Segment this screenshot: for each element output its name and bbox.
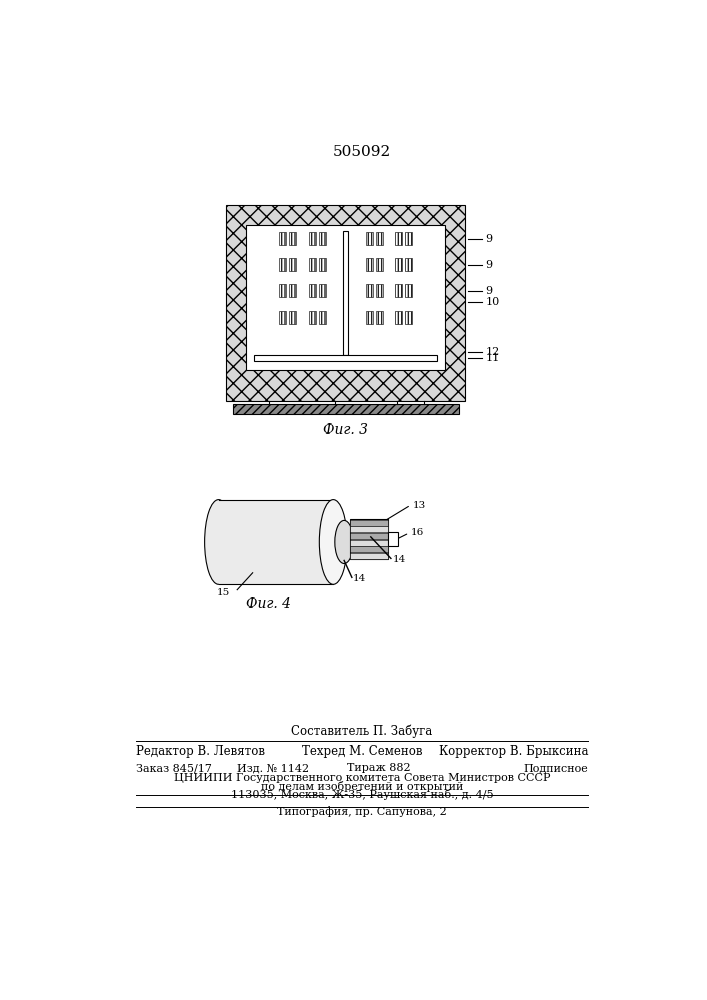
Bar bbox=[366, 232, 373, 245]
Text: Составитель П. Забуга: Составитель П. Забуга bbox=[291, 725, 433, 738]
Text: 16: 16 bbox=[411, 528, 424, 537]
Bar bbox=[351, 540, 387, 546]
Bar bbox=[289, 284, 296, 297]
Bar bbox=[289, 311, 296, 324]
Bar bbox=[376, 232, 382, 245]
Text: 14: 14 bbox=[353, 574, 366, 583]
Bar bbox=[405, 311, 412, 324]
Text: Корректор В. Брыксина: Корректор В. Брыксина bbox=[439, 745, 588, 758]
Bar bbox=[247, 225, 445, 370]
Bar bbox=[376, 258, 382, 271]
Text: по делам изобретений и открытий: по делам изобретений и открытий bbox=[261, 781, 463, 792]
Bar bbox=[351, 553, 387, 559]
Ellipse shape bbox=[320, 500, 347, 584]
Bar bbox=[376, 284, 382, 297]
Text: 12: 12 bbox=[485, 347, 499, 357]
Bar bbox=[308, 284, 315, 297]
Bar bbox=[289, 258, 296, 271]
Text: Техред М. Семенов: Техред М. Семенов bbox=[302, 745, 422, 758]
Text: Редактор В. Левятов: Редактор В. Левятов bbox=[136, 745, 265, 758]
Bar bbox=[319, 258, 326, 271]
Text: 9: 9 bbox=[485, 260, 492, 270]
Bar bbox=[366, 284, 373, 297]
Bar bbox=[366, 311, 373, 324]
Text: 11: 11 bbox=[485, 353, 499, 363]
Bar bbox=[319, 232, 326, 245]
Bar bbox=[343, 231, 349, 355]
Bar bbox=[308, 258, 315, 271]
Bar bbox=[289, 232, 296, 245]
Text: 14: 14 bbox=[392, 555, 406, 564]
Bar bbox=[279, 258, 286, 271]
Bar bbox=[351, 526, 387, 532]
Bar bbox=[395, 311, 402, 324]
Bar bbox=[351, 546, 387, 552]
Text: 13: 13 bbox=[412, 500, 426, 510]
Ellipse shape bbox=[204, 500, 233, 584]
Bar bbox=[255, 355, 437, 361]
Text: Заказ 845/17: Заказ 845/17 bbox=[136, 763, 212, 773]
Bar bbox=[319, 284, 326, 297]
Bar bbox=[233, 404, 459, 414]
Bar bbox=[366, 258, 373, 271]
Bar bbox=[226, 205, 465, 401]
Text: ЦНИИПИ Государственного комитета Совета Министров СССР: ЦНИИПИ Государственного комитета Совета … bbox=[174, 773, 550, 783]
Text: Фиг. 3: Фиг. 3 bbox=[323, 423, 368, 437]
Text: Тираж 882: Тираж 882 bbox=[347, 763, 411, 773]
Bar bbox=[387, 532, 398, 546]
Text: 9: 9 bbox=[485, 286, 492, 296]
Bar bbox=[395, 258, 402, 271]
Text: Типография, пр. Сапунова, 2: Типография, пр. Сапунова, 2 bbox=[277, 806, 447, 817]
Text: 505092: 505092 bbox=[333, 145, 391, 159]
Text: Изд. № 1142: Изд. № 1142 bbox=[237, 763, 309, 773]
Bar bbox=[279, 284, 286, 297]
Bar bbox=[376, 311, 382, 324]
Bar bbox=[395, 284, 402, 297]
Text: Подписное: Подписное bbox=[523, 763, 588, 773]
Text: 15: 15 bbox=[216, 588, 230, 597]
Bar bbox=[351, 520, 387, 526]
Bar bbox=[308, 311, 315, 324]
Bar bbox=[405, 232, 412, 245]
Bar bbox=[405, 258, 412, 271]
Text: Фиг. 4: Фиг. 4 bbox=[245, 597, 291, 611]
Bar bbox=[308, 232, 315, 245]
Text: 113035, Москва, Ж-35, Раушская наб., д. 4/5: 113035, Москва, Ж-35, Раушская наб., д. … bbox=[230, 789, 493, 800]
Bar bbox=[405, 284, 412, 297]
Text: 10: 10 bbox=[485, 297, 499, 307]
Bar bbox=[279, 232, 286, 245]
Bar bbox=[395, 232, 402, 245]
Bar bbox=[351, 519, 387, 559]
Text: 9: 9 bbox=[485, 234, 492, 244]
Bar bbox=[279, 311, 286, 324]
Bar bbox=[351, 533, 387, 539]
Bar bbox=[218, 500, 333, 584]
Ellipse shape bbox=[335, 520, 354, 564]
Bar bbox=[319, 311, 326, 324]
